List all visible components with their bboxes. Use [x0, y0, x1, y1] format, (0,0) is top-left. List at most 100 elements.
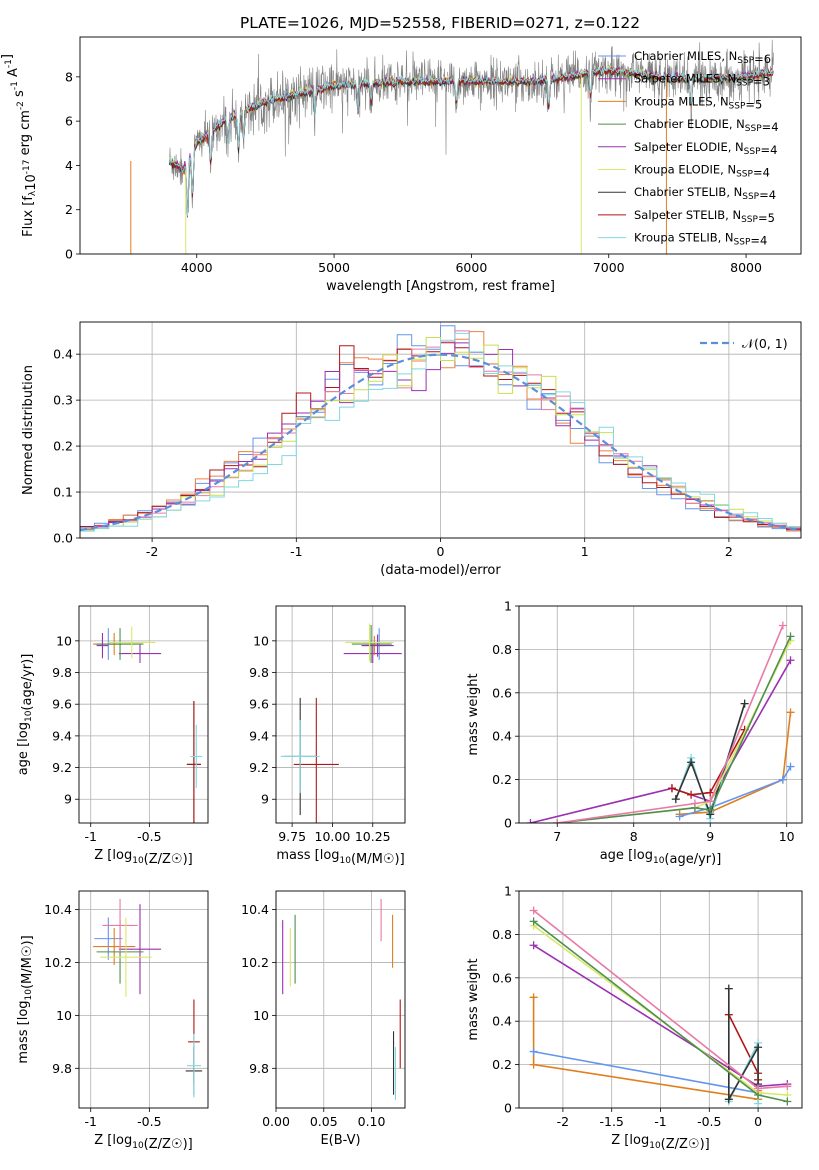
- legend-entry: Kroupa STELIB, NSSP=4: [634, 231, 767, 248]
- weight-marker: [786, 656, 795, 665]
- y-axis-label: Flux [fλ10-17 erg cm-2 s-1 A-1]: [0, 54, 39, 237]
- weight-marker: [706, 788, 715, 797]
- y-tick-label: 9.8: [249, 1061, 269, 1076]
- axes-frame: [275, 890, 406, 1109]
- weight-series: [679, 766, 792, 818]
- x-tick-label: 10.00: [315, 829, 351, 844]
- age_vs_mass-plot-area: [280, 623, 402, 823]
- errorbar-point: [293, 697, 339, 823]
- x-axis-label: mass [log10(M/M☉)]: [276, 848, 404, 867]
- y-tick-label: 9: [261, 792, 269, 807]
- age_vs_Z-plot-area: [93, 626, 203, 823]
- y-tick-label: 0: [504, 1101, 512, 1116]
- weight-series: [557, 640, 792, 823]
- weight_vs_Z-plot-area: [529, 906, 792, 1108]
- y-axis-label: mass [log10(M/M☉)]: [16, 935, 35, 1063]
- x-tick-label: 6000: [455, 260, 487, 275]
- y-tick-label: 10: [253, 633, 269, 648]
- y-tick-label: 10.4: [44, 902, 72, 917]
- weight-marker: [690, 799, 699, 808]
- y-tick-label: 2: [65, 202, 73, 217]
- x-tick-label: 0: [437, 544, 445, 559]
- y-tick-label: 9.2: [52, 760, 72, 775]
- y-tick-label: 8: [65, 69, 73, 84]
- y-tick-label: 10: [56, 633, 72, 648]
- x-tick-label: -2: [146, 544, 158, 559]
- mass_vs_ebv-plot-area: [282, 898, 401, 1101]
- x-tick-label: 10: [779, 829, 795, 844]
- y-axis-label: mass weight: [466, 958, 481, 1040]
- x-tick-label: 8: [630, 829, 638, 844]
- y-tick-label: 0.6: [492, 970, 512, 985]
- age_vs_mass-panel: 9.75 10.00 10.25 9 9.2 9.4 9.6 9.8 10 mass [log10…: [249, 605, 406, 867]
- y-axis-label: Normed distribution: [21, 365, 36, 495]
- weight-marker: [754, 1084, 763, 1093]
- weight-series: [727, 988, 759, 1104]
- weight-series: [532, 997, 759, 1101]
- weight-marker: [783, 1082, 792, 1091]
- y-tick-label: 0.4: [492, 1014, 512, 1029]
- mass_vs_ebv-panel: 0.00 0.05 0.10 9.8 10 10.2 10.4 E(B-V): [241, 890, 406, 1148]
- weight-series: [557, 636, 792, 823]
- weight-series: [727, 988, 759, 1103]
- residual-histogram: [80, 337, 801, 533]
- x-axis-label: E(B-V): [320, 1133, 360, 1148]
- errorbar-point: [343, 644, 402, 664]
- mass_vs_Z-panel: -1 -0.5 9.8 10 10.2 10.4 Z [log10(Z/Z☉)] mass […: [16, 890, 209, 1152]
- model-spectrum-kroupa-stelib: [168, 66, 774, 216]
- errorbar-point: [100, 917, 152, 997]
- legend-entry: 𝒩(0, 1): [742, 336, 788, 351]
- y-tick-label: 0.2: [492, 1057, 512, 1072]
- x-tick-label: 9.75: [278, 829, 306, 844]
- weight-marker: [783, 1097, 792, 1106]
- legend-entry: Chabrier STELIB, NSSP=4: [634, 185, 776, 202]
- weight-marker: [740, 699, 749, 708]
- residuals-plot-area: [80, 325, 801, 534]
- legend-entry: Chabrier ELODIE, NSSP=4: [634, 117, 779, 134]
- weight-marker: [706, 805, 715, 814]
- weight-marker: [529, 1047, 538, 1056]
- errorbar-point: [351, 625, 391, 664]
- weight-marker: [687, 790, 696, 799]
- errorbar-point: [190, 724, 203, 789]
- x-tick-label: -1: [84, 1114, 96, 1129]
- weight-series: [679, 712, 792, 816]
- y-tick-label: 10.2: [44, 955, 72, 970]
- errorbar-point: [93, 928, 136, 966]
- weight_vs_age-plot-area: [526, 621, 795, 823]
- y-tick-label: 0: [65, 247, 73, 262]
- weight-series: [557, 625, 784, 823]
- weight_vs_Z-panel: -2 -1.5 -1 -0.5 0 0 0.2 0.4 0.6 0.8 1 Z [log10(Z/Z☉…: [466, 884, 803, 1152]
- weight-marker: [724, 984, 733, 993]
- y-tick-label: 9.4: [249, 728, 269, 743]
- weight-marker: [667, 784, 676, 793]
- mass_vs_Z-plot-area: [93, 898, 203, 1098]
- y-tick-label: 1: [504, 599, 512, 614]
- legend-entry: Salpeter MILES, NSSP=3: [634, 72, 770, 89]
- y-tick-label: 0.0: [53, 531, 73, 546]
- spectrum-legend: Chabrier MILES, NSSP=6 Salpeter MILES, NS…: [598, 49, 779, 248]
- errorbar-point: [102, 898, 138, 952]
- axes-frame: [79, 321, 802, 539]
- legend-entry: Salpeter STELIB, NSSP=5: [634, 208, 775, 225]
- legend-entry: Kroupa MILES, NSSP=5: [634, 94, 762, 111]
- weight-marker: [553, 819, 562, 823]
- x-tick-label: 5000: [318, 260, 350, 275]
- axes-frame: [78, 605, 209, 824]
- errorbar-point: [96, 632, 109, 659]
- x-tick-label: -0.5: [137, 829, 161, 844]
- x-tick-label: -1: [290, 544, 302, 559]
- legend-entry: Kroupa ELODIE, NSSP=4: [634, 163, 770, 180]
- axes-frame: [275, 605, 406, 824]
- weight-marker: [786, 708, 795, 717]
- weight_vs_age-panel: 7 8 9 10 0 0.2 0.4 0.6 0.8 1 age [log10(age/yr)] ma…: [466, 599, 803, 867]
- y-tick-label: 10.2: [241, 955, 269, 970]
- weight-marker: [529, 993, 538, 1002]
- legend-entry: Salpeter ELODIE, NSSP=4: [634, 140, 777, 157]
- weight-marker: [529, 906, 538, 915]
- weight-marker: [529, 1060, 538, 1069]
- x-tick-label: 0: [754, 1114, 762, 1129]
- y-tick-label: 0.2: [492, 772, 512, 787]
- residual-histogram: [80, 332, 801, 534]
